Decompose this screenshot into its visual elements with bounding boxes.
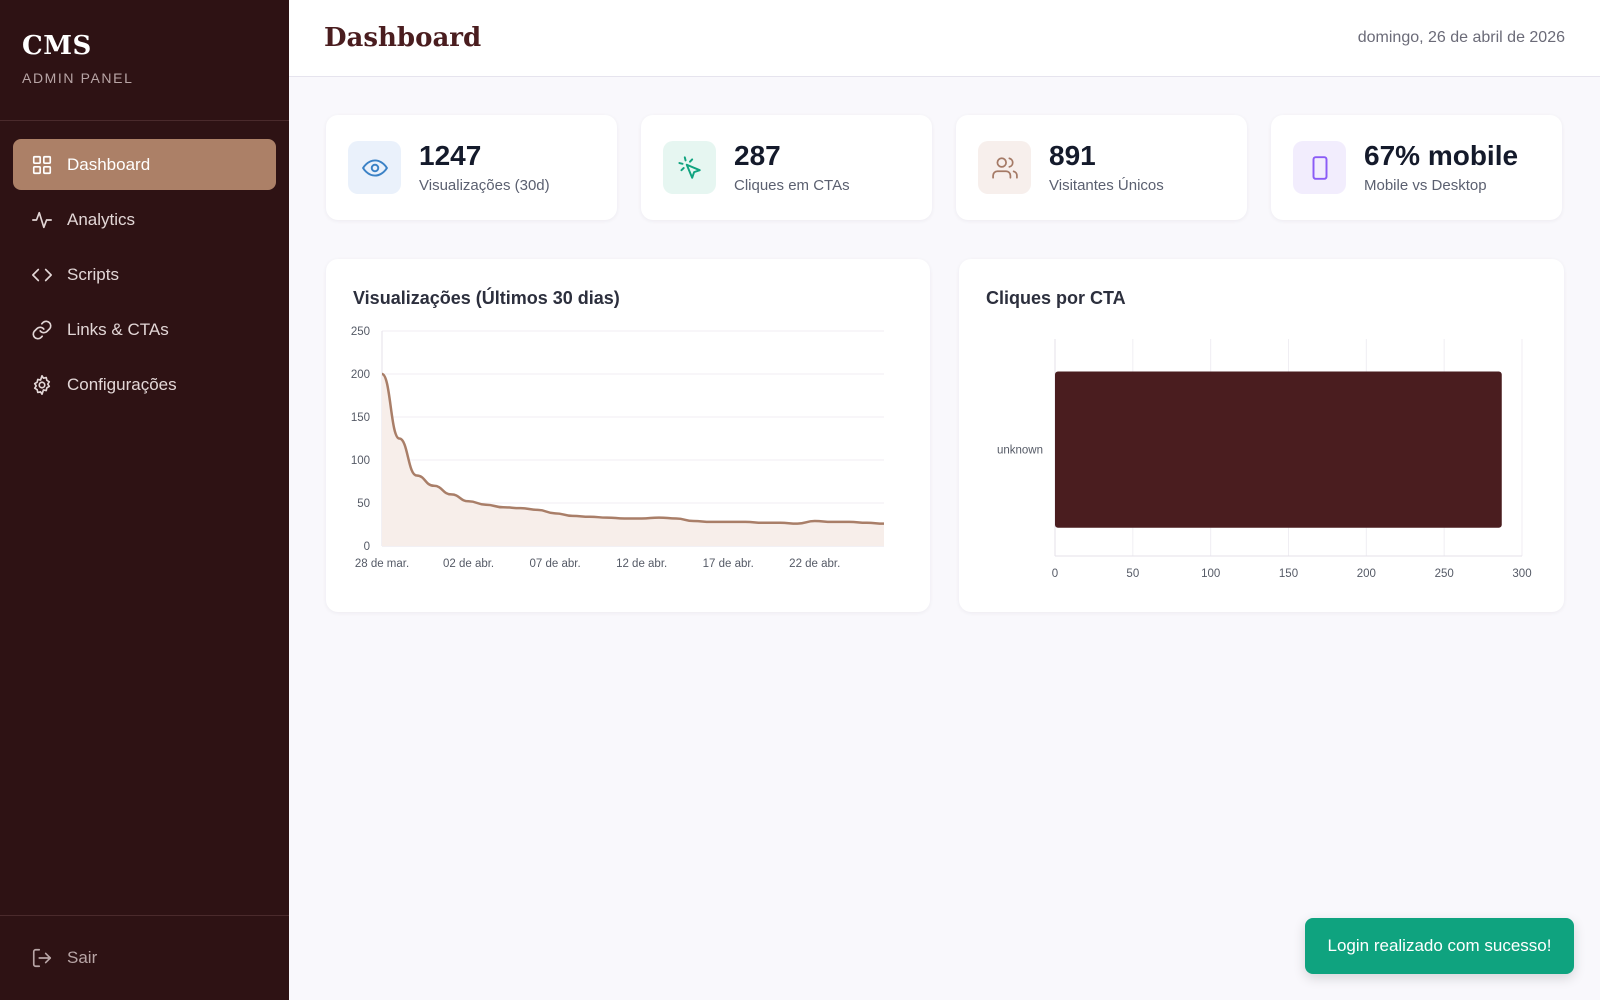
page-title: Dashboard xyxy=(324,23,482,53)
y-tick-label: unknown xyxy=(997,445,1043,457)
sidebar-item-scripts[interactable]: Scripts xyxy=(13,249,276,300)
top-bar: Dashboard domingo, 26 de abril de 2026 xyxy=(289,0,1600,77)
stat-label: Cliques em CTAs xyxy=(734,177,850,195)
sidebar-item-label: Scripts xyxy=(67,264,119,284)
eye-icon xyxy=(348,141,401,194)
gear-icon xyxy=(31,374,53,396)
stat-card-cta-clicks: 287 Cliques em CTAs xyxy=(641,115,932,220)
x-tick-label: 22 de abr. xyxy=(789,558,840,570)
sidebar-item-label: Links & CTAs xyxy=(67,319,169,339)
x-tick-label: 300 xyxy=(1512,568,1531,580)
stat-value: 287 xyxy=(734,139,781,171)
x-tick-label: 28 de mar. xyxy=(355,558,409,570)
sidebar-item-links-ctas[interactable]: Links & CTAs xyxy=(13,304,276,355)
stat-value: 891 xyxy=(1049,139,1096,171)
toast-notification[interactable]: Login realizado com sucesso! xyxy=(1305,918,1574,974)
x-tick-label: 200 xyxy=(1357,568,1376,580)
stat-value: 1247 xyxy=(419,139,482,171)
stat-card-unique-visitors: 891 Visitantes Únicos xyxy=(956,115,1247,220)
chart-title: Visualizações (Últimos 30 dias) xyxy=(353,288,620,308)
grid-icon xyxy=(31,154,53,176)
y-tick-label: 100 xyxy=(351,455,370,467)
sidebar-item-configuracoes[interactable]: Configurações xyxy=(13,359,276,410)
sidebar-item-analytics[interactable]: Analytics xyxy=(13,194,276,245)
activity-icon xyxy=(31,209,53,231)
brand: CMS ADMIN PANEL xyxy=(0,0,289,121)
stat-card-mobile-desktop: 67% mobile Mobile vs Desktop xyxy=(1271,115,1562,220)
y-tick-label: 0 xyxy=(364,541,370,553)
users-icon xyxy=(978,141,1031,194)
sidebar-item-label: Configurações xyxy=(67,374,177,394)
y-tick-label: 50 xyxy=(357,498,370,510)
logout-button[interactable]: Sair xyxy=(0,915,289,1000)
stat-label: Visualizações (30d) xyxy=(419,177,550,195)
x-tick-label: 150 xyxy=(1279,568,1298,580)
stat-label: Mobile vs Desktop xyxy=(1364,177,1487,195)
y-tick-label: 150 xyxy=(351,412,370,424)
logout-label: Sair xyxy=(67,948,98,967)
x-tick-label: 50 xyxy=(1126,568,1139,580)
code-icon xyxy=(31,264,53,286)
stats-row: 1247 Visualizações (30d) 287 Cliques em … xyxy=(326,115,1564,220)
stat-label: Visitantes Únicos xyxy=(1049,177,1164,195)
chart-title: Cliques por CTA xyxy=(986,288,1126,308)
logout-icon xyxy=(31,947,53,969)
cursor-click-icon xyxy=(663,141,716,194)
bar-unknown xyxy=(1055,371,1502,528)
stat-value: 67% mobile xyxy=(1364,139,1519,171)
sidebar-item-label: Analytics xyxy=(67,209,136,229)
sidebar: CMS ADMIN PANEL Dashboard Analytics Scri… xyxy=(0,0,289,1000)
brand-subtitle: ADMIN PANEL xyxy=(22,70,134,86)
sidebar-item-label: Dashboard xyxy=(67,154,151,174)
x-tick-label: 07 de abr. xyxy=(530,558,581,570)
x-tick-label: 17 de abr. xyxy=(703,558,754,570)
x-tick-label: 100 xyxy=(1201,568,1220,580)
x-tick-label: 12 de abr. xyxy=(616,558,667,570)
views-line-chart: 0 50 100 150 200 250 28 de mar. 02 de abr. 07 de… xyxy=(351,326,885,570)
views-chart-card: Visualizações (Últimos 30 dias) 0 50 100 15… xyxy=(326,259,930,612)
y-tick-label: 250 xyxy=(351,326,370,338)
cta-bar-chart: 0 50 100 150 200 250 300 unknown xyxy=(997,339,1532,580)
stat-card-views: 1247 Visualizações (30d) xyxy=(326,115,617,220)
brand-title: CMS xyxy=(22,31,92,61)
x-tick-label: 0 xyxy=(1052,568,1058,580)
x-tick-label: 250 xyxy=(1435,568,1454,580)
sidebar-nav: Dashboard Analytics Scripts Links & CTAs… xyxy=(0,121,289,432)
sidebar-item-dashboard[interactable]: Dashboard xyxy=(13,139,276,190)
series-line xyxy=(380,372,885,525)
current-date: domingo, 26 de abril de 2026 xyxy=(1357,29,1565,46)
cta-clicks-chart-card: Cliques por CTA 0 50 100 150 200 250 300 unknow… xyxy=(959,259,1564,612)
y-tick-label: 200 xyxy=(351,369,370,381)
series-area xyxy=(382,374,884,546)
smartphone-icon xyxy=(1293,141,1346,194)
link-icon xyxy=(31,319,53,341)
x-tick-label: 02 de abr. xyxy=(443,558,494,570)
